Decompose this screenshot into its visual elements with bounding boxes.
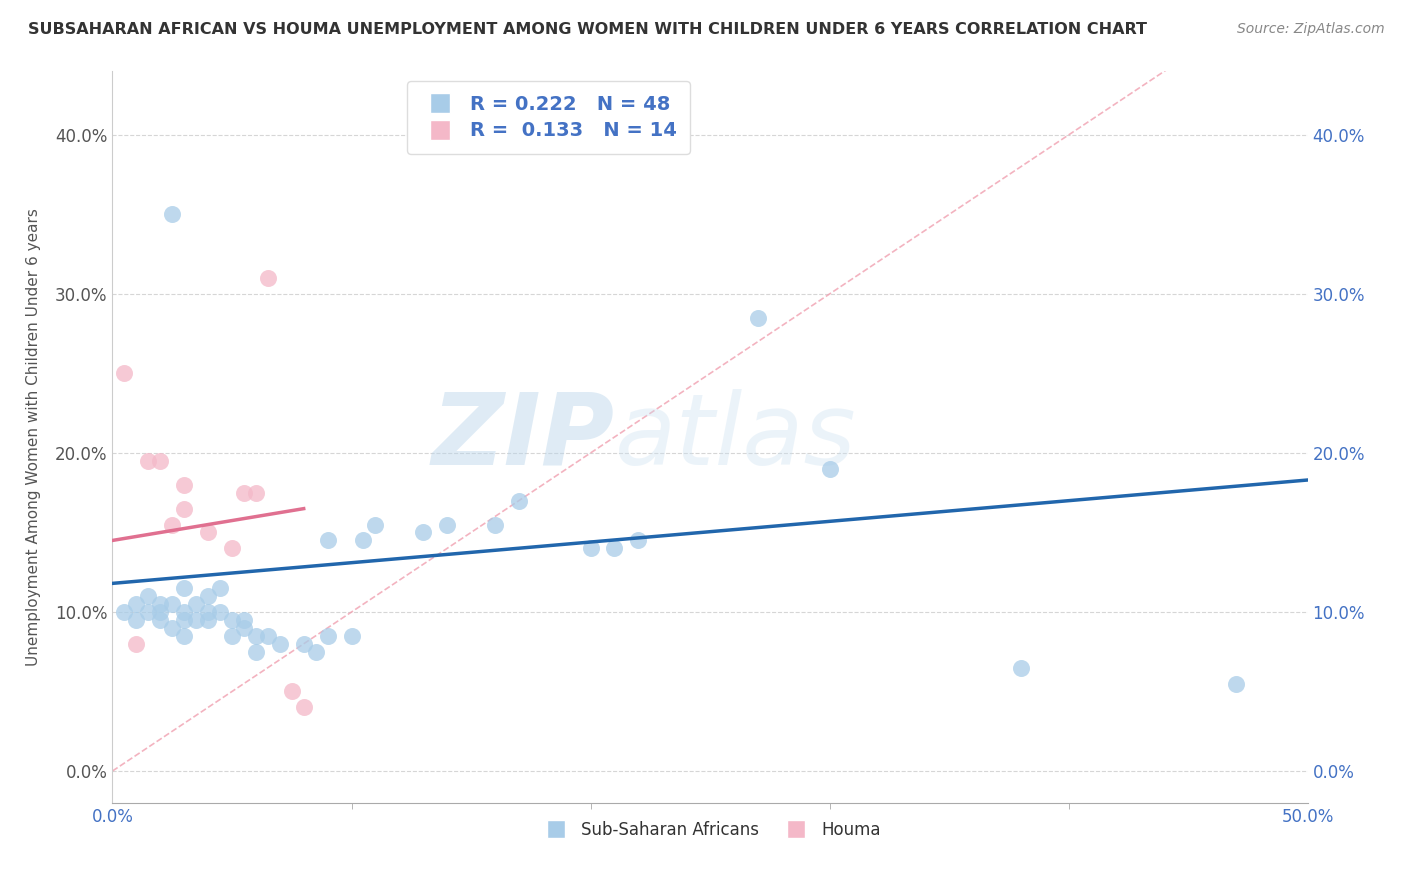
Point: [818, 462, 841, 476]
Point: [292, 700, 315, 714]
Point: [484, 517, 506, 532]
Text: Source: ZipAtlas.com: Source: ZipAtlas.com: [1237, 22, 1385, 37]
Point: [149, 454, 172, 468]
Text: atlas: atlas: [614, 389, 856, 485]
Point: [747, 310, 769, 325]
Point: [173, 605, 195, 619]
Point: [221, 541, 243, 556]
Point: [209, 581, 232, 595]
Point: [138, 605, 160, 619]
Point: [125, 597, 148, 611]
Point: [292, 637, 315, 651]
Point: [1225, 676, 1247, 690]
Point: [245, 645, 267, 659]
Point: [149, 605, 172, 619]
Point: [281, 684, 304, 698]
Point: [603, 541, 626, 556]
Text: SUBSAHARAN AFRICAN VS HOUMA UNEMPLOYMENT AMONG WOMEN WITH CHILDREN UNDER 6 YEARS: SUBSAHARAN AFRICAN VS HOUMA UNEMPLOYMENT…: [28, 22, 1147, 37]
Point: [305, 645, 328, 659]
Point: [316, 533, 339, 548]
Point: [125, 613, 148, 627]
Point: [197, 613, 219, 627]
Point: [162, 517, 183, 532]
Point: [269, 637, 291, 651]
Point: [138, 454, 160, 468]
Point: [114, 367, 135, 381]
Point: [245, 485, 267, 500]
Y-axis label: Unemployment Among Women with Children Under 6 years: Unemployment Among Women with Children U…: [27, 208, 41, 666]
Legend: Sub-Saharan Africans, Houma: Sub-Saharan Africans, Houma: [533, 814, 887, 846]
Point: [436, 517, 458, 532]
Point: [627, 533, 650, 548]
Point: [221, 629, 243, 643]
Point: [197, 525, 219, 540]
Point: [257, 271, 280, 285]
Point: [162, 597, 183, 611]
Point: [257, 629, 280, 643]
Point: [173, 501, 195, 516]
Point: [209, 605, 232, 619]
Point: [245, 629, 267, 643]
Point: [149, 597, 172, 611]
Point: [173, 477, 195, 491]
Point: [316, 629, 339, 643]
Point: [186, 597, 208, 611]
Point: [162, 621, 183, 635]
Point: [173, 613, 195, 627]
Point: [173, 581, 195, 595]
Point: [579, 541, 602, 556]
Point: [114, 605, 135, 619]
Point: [233, 485, 256, 500]
Point: [1010, 660, 1032, 674]
Point: [508, 493, 530, 508]
Point: [149, 613, 172, 627]
Point: [364, 517, 387, 532]
Point: [173, 629, 195, 643]
Point: [233, 621, 256, 635]
Point: [412, 525, 434, 540]
Point: [197, 605, 219, 619]
Point: [197, 589, 219, 603]
Point: [340, 629, 363, 643]
Point: [125, 637, 148, 651]
Point: [186, 613, 208, 627]
Point: [162, 207, 183, 221]
Text: ZIP: ZIP: [432, 389, 614, 485]
Point: [138, 589, 160, 603]
Point: [233, 613, 256, 627]
Point: [352, 533, 374, 548]
Point: [221, 613, 243, 627]
